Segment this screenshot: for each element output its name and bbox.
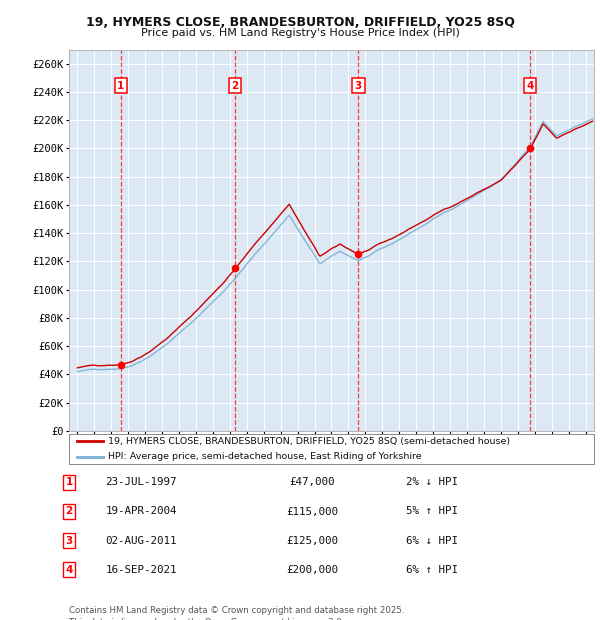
Text: 2% ↓ HPI: 2% ↓ HPI bbox=[406, 477, 458, 487]
Text: 4: 4 bbox=[526, 81, 533, 91]
Text: £115,000: £115,000 bbox=[286, 507, 338, 516]
Text: 3: 3 bbox=[355, 81, 362, 91]
Text: 02-AUG-2011: 02-AUG-2011 bbox=[105, 536, 177, 546]
Text: 23-JUL-1997: 23-JUL-1997 bbox=[105, 477, 177, 487]
Text: 19, HYMERS CLOSE, BRANDESBURTON, DRIFFIELD, YO25 8SQ (semi-detached house): 19, HYMERS CLOSE, BRANDESBURTON, DRIFFIE… bbox=[109, 436, 511, 446]
Text: 19-APR-2004: 19-APR-2004 bbox=[105, 507, 177, 516]
Text: £47,000: £47,000 bbox=[289, 477, 335, 487]
Text: Price paid vs. HM Land Registry's House Price Index (HPI): Price paid vs. HM Land Registry's House … bbox=[140, 28, 460, 38]
Text: £125,000: £125,000 bbox=[286, 536, 338, 546]
Text: 2: 2 bbox=[232, 81, 239, 91]
Text: 19, HYMERS CLOSE, BRANDESBURTON, DRIFFIELD, YO25 8SQ: 19, HYMERS CLOSE, BRANDESBURTON, DRIFFIE… bbox=[86, 16, 514, 29]
Text: 1: 1 bbox=[117, 81, 124, 91]
Text: £200,000: £200,000 bbox=[286, 565, 338, 575]
Text: Contains HM Land Registry data © Crown copyright and database right 2025.
This d: Contains HM Land Registry data © Crown c… bbox=[69, 606, 404, 620]
Text: 6% ↓ HPI: 6% ↓ HPI bbox=[406, 536, 458, 546]
Text: 3: 3 bbox=[65, 536, 73, 546]
Text: HPI: Average price, semi-detached house, East Riding of Yorkshire: HPI: Average price, semi-detached house,… bbox=[109, 452, 422, 461]
Text: 1: 1 bbox=[65, 477, 73, 487]
Text: 5% ↑ HPI: 5% ↑ HPI bbox=[406, 507, 458, 516]
Text: 4: 4 bbox=[65, 565, 73, 575]
Text: 16-SEP-2021: 16-SEP-2021 bbox=[105, 565, 177, 575]
Text: 6% ↑ HPI: 6% ↑ HPI bbox=[406, 565, 458, 575]
Text: 2: 2 bbox=[65, 507, 73, 516]
